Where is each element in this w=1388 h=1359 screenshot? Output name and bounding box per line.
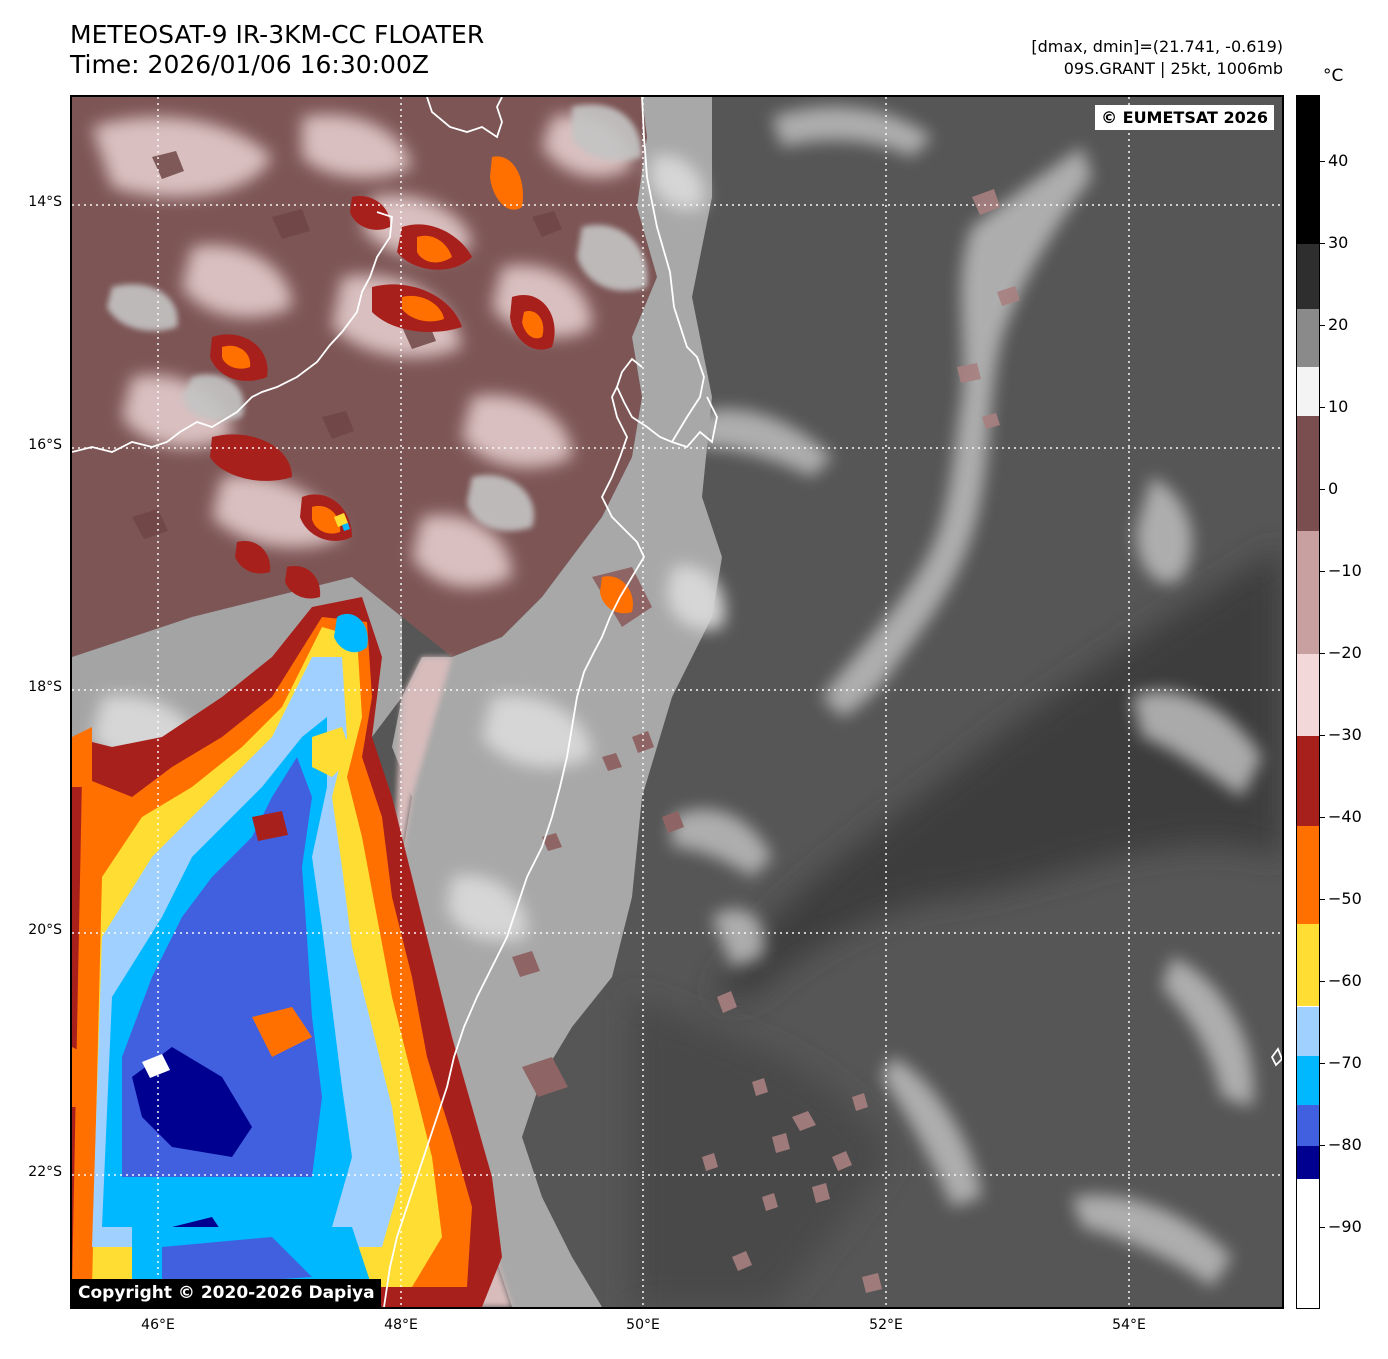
cluster-royal-south <box>162 1237 312 1287</box>
colorbar-tick-label: −90 <box>1328 1216 1362 1236</box>
colorbar-segment <box>1297 653 1319 736</box>
info-line-2: 09S.GRANT | 25kt, 1006mb <box>1063 59 1283 78</box>
colorbar <box>1296 95 1320 1309</box>
colorbar-tick <box>1320 324 1325 326</box>
colorbar-segment <box>1297 735 1319 827</box>
colorbar-tick-label: −40 <box>1328 806 1362 826</box>
colorbar-tick-label: −10 <box>1328 560 1362 580</box>
lon-label-46e: 46°E <box>141 1317 175 1333</box>
colorbar-tick-label: 20 <box>1328 314 1349 334</box>
lat-label-18s: 18°S <box>28 679 62 695</box>
graticule <box>72 97 1282 1307</box>
colorbar-tick <box>1320 734 1325 736</box>
land-warm-spots <box>132 151 562 539</box>
colorbar-tick <box>1320 898 1325 900</box>
cluster-blue-north <box>334 613 368 653</box>
cluster-navy-core <box>132 1047 252 1157</box>
cluster-yellow-ring <box>312 727 352 777</box>
colorbar-segment <box>1297 309 1319 367</box>
cluster-white-spot <box>142 1054 170 1078</box>
colorbar-segment <box>1297 1178 1319 1308</box>
lon-label-52e: 52°E <box>869 1317 903 1333</box>
colorbar-segment <box>1297 1104 1319 1146</box>
ocean-dark-band <box>712 547 1282 997</box>
land-grey-patches <box>107 104 648 531</box>
colorbar-tick-label: −20 <box>1328 642 1362 662</box>
colorbar-tick <box>1320 160 1325 162</box>
colorbar-segment <box>1297 1006 1319 1056</box>
lon-label-50e: 50°E <box>626 1317 660 1333</box>
colorbar-segment <box>1297 1145 1319 1179</box>
colorbar-segment <box>1297 243 1319 310</box>
lat-label-22s: 22°S <box>28 1164 62 1180</box>
colorbar-tick <box>1320 488 1325 490</box>
colorbar-tick <box>1320 242 1325 244</box>
northern-cold-spots <box>72 156 633 1107</box>
colorbar-segment <box>1297 415 1319 531</box>
info-line-1: [dmax, dmin]=(21.741, -0.619) <box>1031 37 1283 56</box>
colorbar-tick-label: −50 <box>1328 888 1362 908</box>
colorbar-segment <box>1297 530 1319 654</box>
lat-label-14s: 14°S <box>28 194 62 210</box>
ocean-dark-south <box>632 997 892 1307</box>
colorbar-tick-label: −80 <box>1328 1134 1362 1154</box>
ocean-cloud-streaks <box>672 106 1262 1287</box>
lat-label-20s: 20°S <box>28 922 62 938</box>
colorbar-tick <box>1320 570 1325 572</box>
colorbar-segment <box>1297 96 1319 244</box>
satellite-map: © EUMETSAT 2026 Copyright © 2020-2026 Da… <box>70 95 1284 1309</box>
colorbar-tick <box>1320 652 1325 654</box>
colorbar-tick-label: −70 <box>1328 1052 1362 1072</box>
ocean-cloud-pink <box>702 189 1020 1293</box>
colorbar-tick <box>1320 1062 1325 1064</box>
title-line-2: Time: 2026/01/06 16:30:00Z <box>70 50 429 79</box>
colorbar-tick <box>1320 816 1325 818</box>
colorbar-tick <box>1320 980 1325 982</box>
title-line-1: METEOSAT-9 IR-3KM-CC FLOATER <box>70 20 485 49</box>
colorbar-segment <box>1297 826 1319 925</box>
lon-label-54e: 54°E <box>1112 1317 1146 1333</box>
colorbar-tick <box>1320 1226 1325 1228</box>
colorbar-segment <box>1297 1055 1319 1105</box>
grey-cloud-highlights <box>92 155 725 941</box>
cluster-red-inner <box>252 1007 312 1057</box>
eumetsat-copyright: © EUMETSAT 2026 <box>1095 105 1274 130</box>
coastline <box>72 97 1282 1307</box>
lon-label-48e: 48°E <box>384 1317 418 1333</box>
colorbar-tick-label: 0 <box>1328 478 1339 498</box>
colorbar-tick-label: −60 <box>1328 970 1362 990</box>
colorbar-tick-label: 40 <box>1328 150 1349 170</box>
colorbar-tick <box>1320 406 1325 408</box>
colorbar-tick <box>1320 1144 1325 1146</box>
cluster-red-ring <box>252 811 288 841</box>
colorbar-segment <box>1297 924 1319 1007</box>
colorbar-tick-label: −30 <box>1328 724 1362 744</box>
colorbar-tick-label: 10 <box>1328 396 1349 416</box>
lat-label-16s: 16°S <box>28 437 62 453</box>
colorbar-tick-label: 30 <box>1328 232 1349 252</box>
colorbar-unit: °C <box>1323 66 1344 86</box>
convective-cluster <box>72 597 502 1307</box>
dapiya-copyright: Copyright © 2020-2026 Dapiya <box>72 1279 381 1307</box>
colorbar-segment <box>1297 366 1319 416</box>
map-imagery <box>72 97 1282 1307</box>
